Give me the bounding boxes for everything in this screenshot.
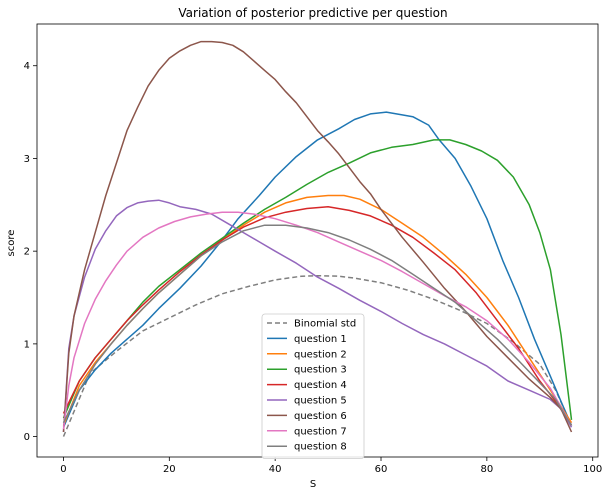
- legend-label: question 1: [294, 334, 347, 345]
- legend-box: [261, 313, 365, 460]
- legend-label: Binomial std: [294, 319, 356, 330]
- y-tick-label: 1: [24, 339, 30, 350]
- y-tick-label: 2: [24, 247, 30, 258]
- x-tick-label: 80: [480, 464, 493, 475]
- axis-ticks: 0 20 40 60 80 100 0 1 2 3 4: [24, 61, 603, 475]
- series-line-question-7: [62, 211, 573, 430]
- y-axis-label: score: [6, 230, 17, 257]
- x-axis-label: S: [310, 479, 316, 490]
- legend-label: question 5: [294, 396, 347, 407]
- chart-title: Variation of posterior predictive per qu…: [178, 6, 447, 20]
- legend-label: question 6: [294, 411, 347, 422]
- x-tick-label: 100: [583, 464, 602, 475]
- legend: Binomial std question 1 question 2 question…: [261, 313, 365, 460]
- y-tick-label: 0: [24, 432, 30, 443]
- legend-label: question 4: [294, 380, 347, 391]
- y-tick-label: 3: [24, 154, 30, 165]
- x-tick-label: 60: [375, 464, 388, 475]
- legend-label: question 7: [294, 426, 347, 437]
- y-tick-label: 4: [24, 61, 30, 72]
- series-line-question-4: [62, 205, 573, 426]
- series-line-question-5: [62, 199, 573, 433]
- x-tick-label: 0: [60, 464, 66, 475]
- x-tick-label: 20: [163, 464, 176, 475]
- x-tick-label: 40: [269, 464, 282, 475]
- legend-label: question 2: [294, 349, 347, 360]
- legend-label: question 8: [294, 442, 347, 453]
- legend-label: question 3: [294, 365, 347, 376]
- series-line-question-6: [62, 40, 573, 433]
- series-line-question-3: [62, 139, 573, 420]
- series-line-question-1: [62, 111, 573, 428]
- series-line-question-8: [62, 224, 573, 426]
- plot-series: [62, 40, 573, 437]
